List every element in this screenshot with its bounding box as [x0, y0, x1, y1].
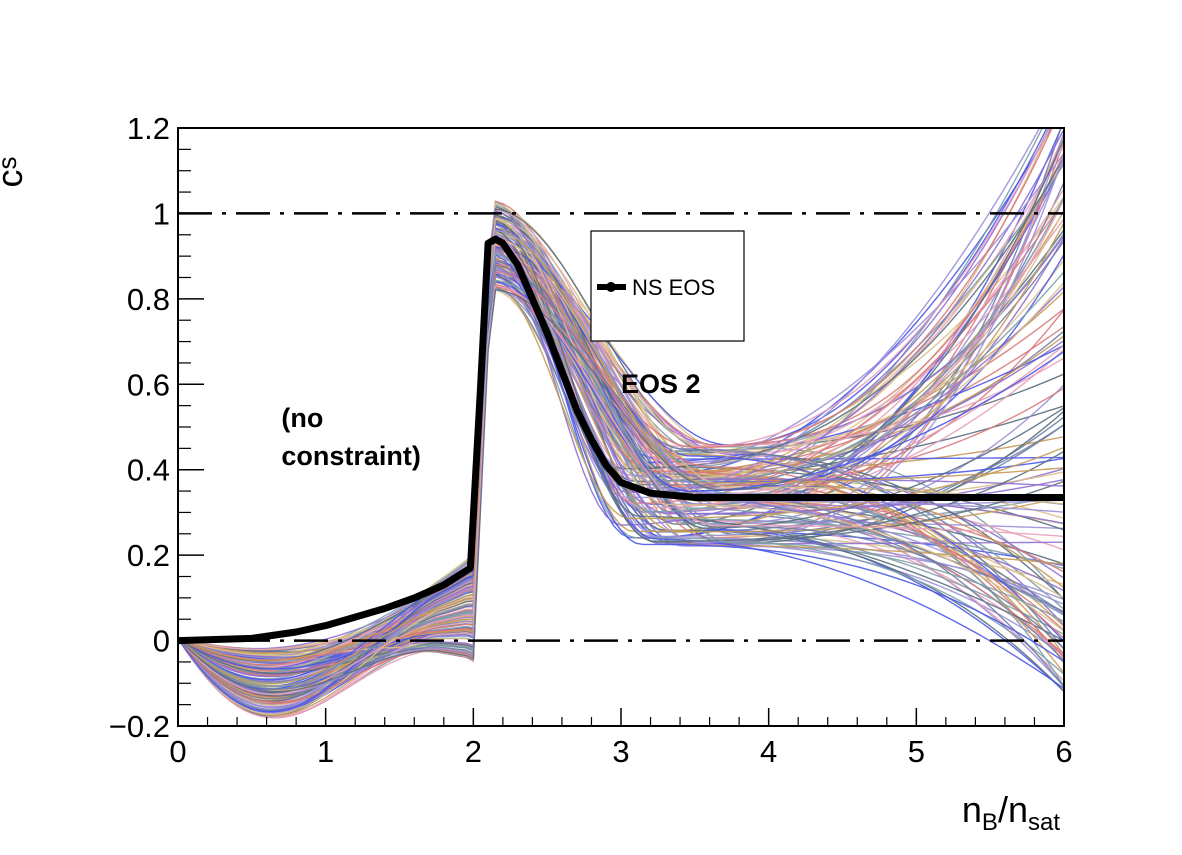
ensemble-curve: [178, 214, 1064, 675]
reference-lines: [178, 212, 1064, 642]
ensemble-curve: [178, 229, 1064, 685]
ensemble-curve: [178, 217, 1064, 716]
x-axis-title-n: n: [962, 789, 982, 830]
annotation-line: EOS 2: [621, 369, 701, 399]
y-tick-label: 1.2: [127, 111, 170, 146]
x-axis-title-sub2: sat: [1028, 809, 1060, 836]
y-axis-title-sub: s: [0, 156, 22, 169]
ensemble-curve: [178, 269, 1064, 693]
ensemble-curve: [178, 128, 1064, 675]
ensemble-curve: [178, 199, 1064, 677]
y-tick-label: 1: [153, 196, 170, 231]
x-axis-title: nB/nsat: [962, 789, 1060, 836]
y-tick-label: −0.2: [109, 709, 170, 744]
annotation-1: EOS 2: [621, 369, 701, 399]
y-tick-label: 0.4: [127, 453, 170, 488]
ensemble-curve: [178, 232, 1064, 717]
y-tick-label: 0.8: [127, 282, 170, 317]
ensemble-curve: [178, 229, 1064, 695]
annotation-line: (no: [281, 403, 323, 433]
y-tick-label: 0.2: [127, 538, 170, 573]
y-tick-label: 0: [153, 624, 170, 659]
annotation-0: (no constraint): [281, 403, 421, 471]
ensemble-curve: [178, 274, 1064, 662]
legend-entry-ns-eos: NS EOS: [632, 275, 715, 300]
y-axis-title-base: c: [0, 169, 30, 187]
tick-labels: 0 1 2 3 4 5 6−0.200.20.40.60.811.2: [109, 111, 1073, 769]
ensemble-curve: [178, 138, 1064, 693]
x-axis-title-slash: /: [998, 789, 1008, 830]
annotation-line: constraint): [281, 441, 421, 471]
x-axis-title-n2: n: [1008, 789, 1028, 830]
x-tick-label: 1: [317, 734, 334, 769]
x-tick-label: 5: [908, 734, 925, 769]
ensemble-curve: [178, 252, 1064, 687]
ensemble-curve: [178, 279, 1064, 684]
x-axis-title-sub1: B: [982, 809, 998, 836]
axis-ticks: [177, 127, 1065, 727]
ensemble-curve: [178, 280, 1064, 713]
annotations: (no constraint) EOS 2: [281, 369, 700, 471]
x-tick-label: 0: [169, 734, 186, 769]
y-axis-title-sup: 2: [0, 156, 2, 170]
x-tick-label: 6: [1055, 734, 1072, 769]
ensemble-curve: [178, 237, 1064, 663]
ensemble-curve: [178, 154, 1064, 709]
main-series: [178, 235, 1064, 645]
series-line-ns-eos: [178, 235, 1064, 645]
legend: NS EOS: [590, 230, 745, 342]
x-tick-label: 2: [465, 734, 482, 769]
ensemble-curve: [178, 283, 1064, 662]
ensemble-curves: [178, 128, 1064, 719]
x-tick-label: 4: [760, 734, 777, 769]
ensemble-curve: [178, 284, 1064, 695]
legend-swatch-marker: [606, 282, 616, 292]
y-axis-title: cs2: [0, 156, 30, 187]
y-tick-label: 0.6: [127, 367, 170, 402]
x-tick-label: 3: [612, 734, 629, 769]
